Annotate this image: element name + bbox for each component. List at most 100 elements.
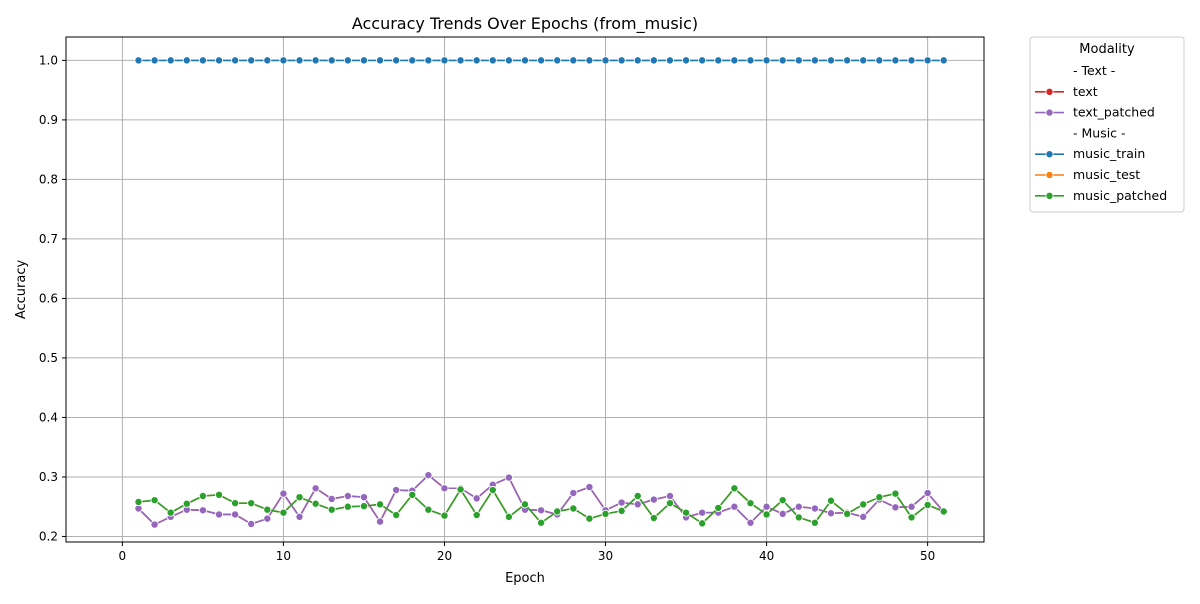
data-point-music_patched (150, 496, 159, 505)
data-point-music_patched (134, 497, 143, 506)
data-point-music_patched (504, 512, 513, 521)
data-point-music_train (537, 56, 546, 65)
data-point-text_patched (343, 491, 352, 500)
data-point-music_patched (392, 511, 401, 520)
data-point-text_patched (859, 512, 868, 521)
data-point-text_patched (214, 510, 223, 519)
data-point-text_patched (311, 484, 320, 493)
legend-label: text_patched (1073, 105, 1155, 120)
data-point-music_train (827, 56, 836, 65)
data-point-music_train (714, 56, 723, 65)
data-point-music_train (875, 56, 884, 65)
data-point-text_patched (794, 502, 803, 511)
data-point-music_patched (827, 496, 836, 505)
data-point-music_train (198, 56, 207, 65)
data-point-music_patched (875, 493, 884, 502)
data-point-music_train (456, 56, 465, 65)
data-point-text_patched (231, 510, 240, 519)
data-point-text_patched (263, 514, 272, 523)
y-tick-label: 0.7 (39, 232, 58, 246)
data-point-music_patched (214, 490, 223, 499)
data-point-music_patched (521, 500, 530, 509)
data-point-text_patched (778, 509, 787, 518)
data-point-music_patched (859, 500, 868, 509)
data-point-music_train (311, 56, 320, 65)
data-point-music_train (247, 56, 256, 65)
data-point-text_patched (907, 502, 916, 511)
chart-title: Accuracy Trends Over Epochs (from_music) (352, 14, 698, 34)
y-tick-label: 1.0 (39, 53, 58, 67)
data-point-music_train (810, 56, 819, 65)
legend-title: Modality (1079, 42, 1135, 57)
data-point-text_patched (279, 489, 288, 498)
legend-label: music_test (1073, 167, 1140, 182)
data-point-music_patched (456, 485, 465, 494)
data-point-music_patched (408, 490, 417, 499)
data-point-text_patched (810, 504, 819, 513)
data-point-text_patched (440, 484, 449, 493)
data-point-music_train (633, 56, 642, 65)
data-point-music_patched (295, 493, 304, 502)
data-point-music_train (553, 56, 562, 65)
data-point-text_patched (504, 473, 513, 482)
data-point-music_patched (746, 499, 755, 508)
data-point-music_train (359, 56, 368, 65)
data-point-text_patched (891, 503, 900, 512)
y-tick-label: 0.4 (39, 410, 58, 424)
data-point-music_patched (327, 505, 336, 514)
legend-swatch-marker (1045, 108, 1054, 117)
data-point-text_patched (633, 500, 642, 509)
data-point-music_patched (649, 514, 658, 523)
y-axis-label: Accuracy (14, 260, 29, 320)
x-tick-label: 40 (759, 549, 774, 563)
y-tick-label: 0.9 (39, 113, 58, 127)
data-point-music_train (746, 56, 755, 65)
data-point-text_patched (665, 491, 674, 500)
y-tick-label: 0.6 (39, 291, 58, 305)
data-point-music_train (585, 56, 594, 65)
data-point-music_train (263, 56, 272, 65)
data-point-music_patched (665, 499, 674, 508)
data-point-music_train (424, 56, 433, 65)
data-point-music_train (327, 56, 336, 65)
legend-items: - Text - text text_patched - Music - music_t… (1035, 63, 1167, 203)
data-point-text_patched (376, 517, 385, 526)
data-point-music_train (601, 56, 610, 65)
data-point-text_patched (198, 506, 207, 515)
data-point-music_train (392, 56, 401, 65)
data-point-music_patched (376, 500, 385, 509)
data-point-music_patched (263, 505, 272, 514)
data-point-music_train (923, 56, 932, 65)
data-point-music_patched (843, 509, 852, 518)
data-point-text_patched (327, 494, 336, 503)
data-point-music_train (134, 56, 143, 65)
data-point-text_patched (472, 494, 481, 503)
data-point-music_train (231, 56, 240, 65)
x-tick-label: 10 (276, 549, 291, 563)
data-point-text_patched (649, 495, 658, 504)
data-point-music_patched (166, 508, 175, 517)
data-point-music_train (698, 56, 707, 65)
data-point-music_patched (698, 519, 707, 528)
data-point-text_patched (359, 493, 368, 502)
data-point-music_train (521, 56, 530, 65)
plot-area-frame (65, 36, 985, 543)
data-point-music_train (214, 56, 223, 65)
data-point-music_patched (794, 513, 803, 522)
y-tick-label: 0.5 (39, 351, 58, 365)
data-point-text_patched (247, 519, 256, 528)
data-point-music_patched (778, 496, 787, 505)
data-point-music_train (440, 56, 449, 65)
legend-label: text (1073, 84, 1098, 99)
legend-group-header: - Text - (1073, 63, 1115, 78)
data-point-music_train (488, 56, 497, 65)
legend-group-header: - Music - (1073, 125, 1126, 140)
data-point-music_train (682, 56, 691, 65)
legend-swatch-marker (1045, 191, 1054, 200)
data-point-music_patched (810, 518, 819, 527)
data-point-text_patched (923, 489, 932, 498)
data-point-music_train (730, 56, 739, 65)
data-point-music_patched (553, 507, 562, 516)
data-point-music_patched (424, 505, 433, 514)
